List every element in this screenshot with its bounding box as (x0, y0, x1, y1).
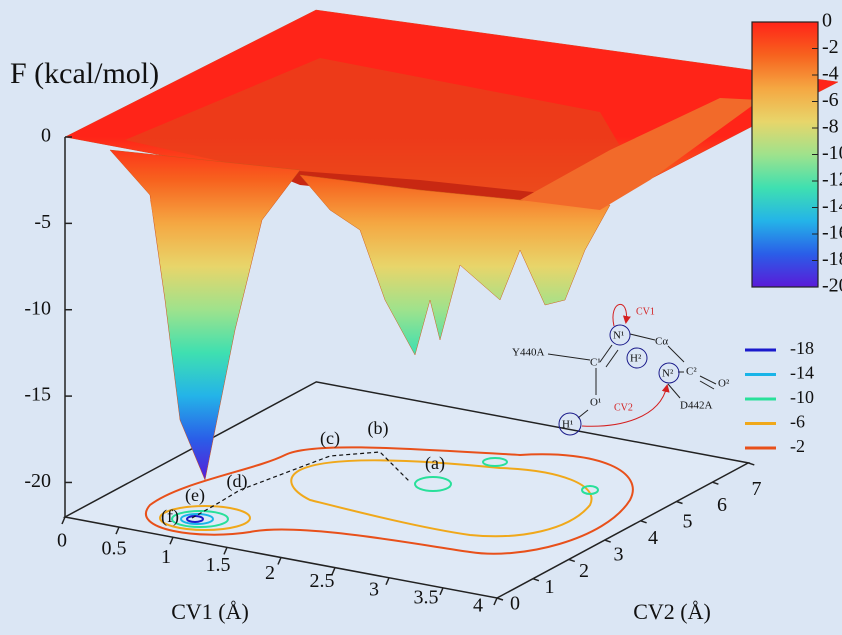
y-tick-label: 4 (648, 527, 658, 549)
x-tick (115, 526, 120, 535)
x-tick-label: 2.5 (310, 570, 335, 592)
atom-label: O² (718, 378, 730, 390)
atom-label: N¹ (613, 330, 624, 342)
z-tick-label: -5 (34, 211, 51, 233)
molecule-diagram: Y440A C¹ N¹ Cα H² C² N² O² O¹ H¹ D442A C… (512, 303, 730, 436)
legend-label: -6 (790, 412, 805, 432)
annotation: (c) (320, 428, 340, 449)
x-tick (331, 567, 336, 575)
x-tick-label: 3.5 (414, 586, 439, 608)
z-tick-label: 0 (41, 125, 51, 147)
axes: 0 -5 -10 -15 -20 0 0.5 1 1.5 2 2.5 3 3.5 4 0 1 2 3 4 5 6 7 (24, 125, 761, 617)
colorbar-scale (751, 21, 819, 288)
annotation: (f) (161, 506, 179, 527)
cv-label: CV2 (614, 402, 633, 413)
x-tick (493, 597, 498, 606)
colorbar-tick-label: -14 (822, 195, 842, 217)
colorbar-tick-label: -8 (822, 116, 839, 138)
annotation: (a) (425, 453, 445, 474)
atom-label: Cα (655, 336, 668, 348)
atom-label: D442A (680, 400, 712, 412)
annotations: (a) (b) (c) (d) (e) (f) (161, 418, 445, 527)
colorbar-tick-label: -6 (822, 89, 839, 111)
atom-label: Y440A (512, 347, 544, 359)
x-tick (385, 577, 390, 586)
x-tick (169, 536, 174, 545)
z-tick-label: -10 (24, 297, 51, 319)
annotation: (d) (227, 471, 248, 492)
y-tick (748, 462, 755, 466)
contour-lines (145, 446, 634, 555)
atom-label: C¹ (590, 357, 601, 369)
x-tick (61, 516, 66, 525)
colorbar-tick-label: -2 (822, 36, 839, 58)
surface (64, 9, 839, 481)
annotation: (e) (185, 485, 205, 506)
y-axis-title: CV2 (Å) (633, 599, 711, 624)
annotation: (b) (368, 418, 389, 439)
colorbar-tick-label: -10 (822, 142, 842, 164)
y-tick (532, 577, 540, 582)
y-tick-label: 6 (717, 494, 727, 516)
contour-legend: -18 -14 -10 -6 -2 (745, 338, 814, 456)
x-axis-title: CV1 (Å) (171, 599, 249, 624)
y-tick (496, 597, 504, 601)
atom-label: N² (662, 368, 674, 380)
y-tick-label: 7 (752, 478, 762, 500)
legend-label: -10 (790, 387, 814, 407)
atom-label: H² (630, 353, 642, 365)
y-tick-label: 1 (545, 576, 555, 598)
x-tick-label: 4 (473, 595, 483, 617)
x-tick (277, 557, 282, 565)
y-tick (640, 520, 647, 524)
x-tick-label: 2 (265, 562, 275, 584)
colorbar-tick-label: -16 (822, 222, 842, 244)
z-axis-title: F (kcal/mol) (10, 57, 159, 90)
legend-label: -14 (790, 363, 814, 383)
y-tick-label: 3 (614, 543, 624, 565)
colorbar: 0 -2 -4 -6 -8 -10 -12 -14 -16 -18 -20 (751, 10, 842, 297)
y-tick-label: 2 (579, 560, 589, 582)
atom-label: H¹ (562, 419, 573, 431)
x-tick-label: 0.5 (102, 538, 127, 560)
z-tick-label: -20 (24, 470, 51, 492)
cv-label: CV1 (636, 306, 655, 317)
atom-label: C² (686, 366, 697, 378)
z-tick-label: -15 (24, 384, 51, 406)
x-tick (439, 587, 444, 596)
x-tick-label: 1.5 (206, 554, 231, 576)
colorbar-tick-label: -20 (822, 275, 842, 297)
x-tick-label: 0 (57, 530, 67, 552)
legend-label: -2 (790, 436, 805, 456)
y-tick-label: 5 (683, 511, 693, 533)
x-tick (223, 547, 228, 555)
y-tick (568, 558, 576, 563)
legend-label: -18 (790, 338, 814, 358)
y-tick (604, 539, 611, 543)
colorbar-tick-label: -18 (822, 248, 842, 270)
y-tick-label: 0 (510, 593, 520, 615)
x-tick-label: 1 (161, 546, 171, 568)
colorbar-tick-label: -12 (822, 169, 842, 191)
colorbar-tick-label: -4 (822, 63, 839, 85)
x-tick-label: 3 (369, 578, 379, 600)
colorbar-tick-label: 0 (822, 10, 832, 32)
y-tick (712, 481, 719, 485)
atom-label: O¹ (590, 397, 601, 409)
y-tick (676, 500, 683, 505)
